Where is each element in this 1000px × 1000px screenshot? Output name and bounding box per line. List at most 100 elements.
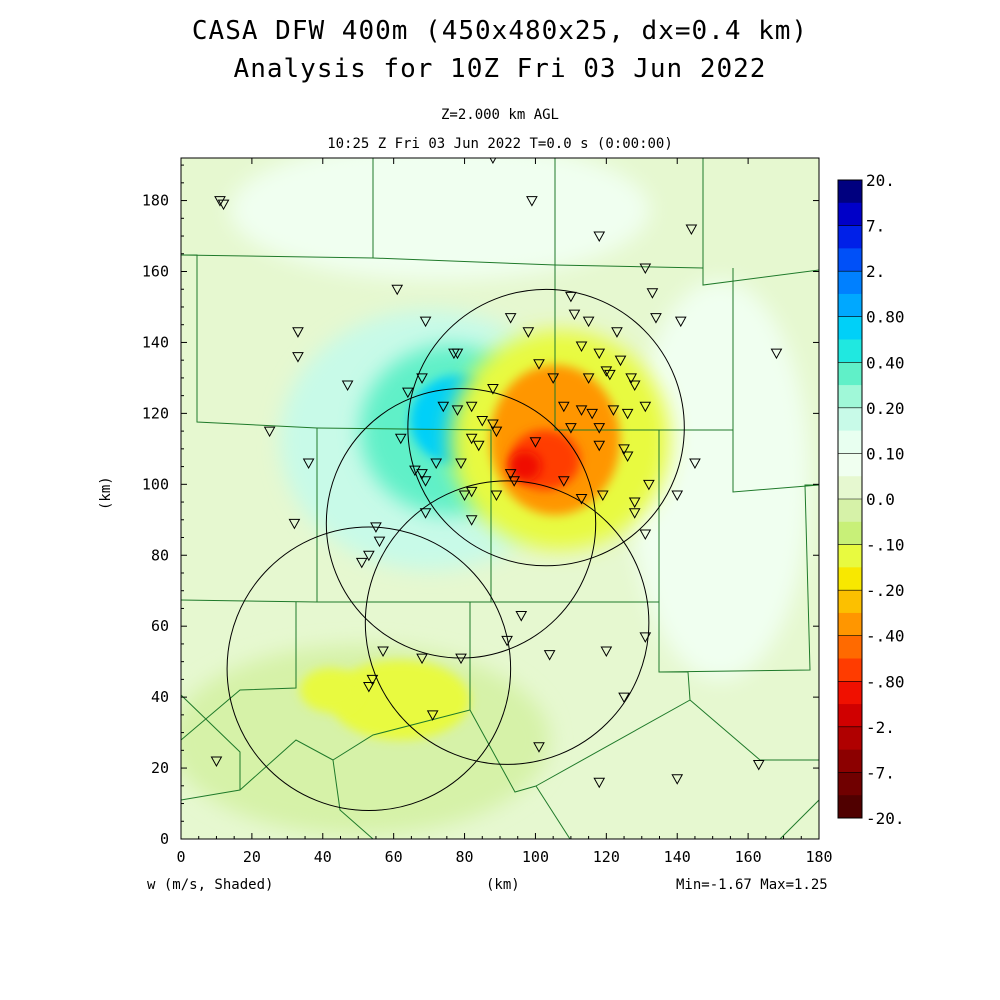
station-marker <box>490 490 503 501</box>
level-label: Z=2.000 km AGL <box>440 107 559 123</box>
station-marker <box>377 646 389 658</box>
station-marker <box>522 327 535 338</box>
colorbar-label: -20. <box>866 809 905 828</box>
station-marker <box>490 426 503 438</box>
station-marker <box>487 384 499 395</box>
colorbar-label: -.20 <box>866 581 905 600</box>
station-marker <box>363 681 375 693</box>
x-axis-label: (km) <box>486 877 520 893</box>
radar-circle <box>364 480 650 765</box>
station-marker <box>370 522 382 533</box>
colorbar-segment <box>838 704 862 728</box>
field-light-east <box>630 280 810 680</box>
station-marker <box>582 373 595 384</box>
colorbar-segment <box>838 635 862 659</box>
y-axis-label: (km) <box>98 476 114 510</box>
station-marker <box>593 440 606 452</box>
station-marker <box>465 401 478 413</box>
station-marker <box>373 536 386 548</box>
colorbar-label: 0.40 <box>866 353 905 372</box>
station-marker <box>593 777 606 789</box>
station-marker <box>465 486 478 498</box>
station-marker <box>618 692 630 704</box>
x-axis: 0 20 40 60 80 100 120 140 160 180 <box>176 158 833 866</box>
station-marker <box>476 415 489 427</box>
colorbar-segment <box>838 202 862 227</box>
station-marker <box>455 653 467 665</box>
field-description: w (m/s, Shaded) <box>147 877 274 893</box>
colorbar-label: 0.80 <box>866 308 905 327</box>
county-boundaries <box>181 158 819 839</box>
station-marker <box>671 774 684 785</box>
station-marker <box>600 646 613 658</box>
station-marker <box>568 309 581 321</box>
colorbar-segment <box>838 362 862 386</box>
y-tick-label: 140 <box>142 333 169 351</box>
y-tick-label: 60 <box>151 617 169 635</box>
station-marker <box>355 557 368 569</box>
y-axis: 0 20 40 60 80 100 120 140 160 180 <box>142 164 819 848</box>
station-marker <box>752 760 765 771</box>
title-line-2: Analysis for 10Z Fri 03 Jun 2022 <box>233 54 767 84</box>
station-marker <box>416 469 428 480</box>
colorbar-segment <box>838 385 862 409</box>
station-marker <box>210 756 223 767</box>
colorbar-segment <box>838 521 862 546</box>
colorbar-label: 20. <box>866 171 895 190</box>
y-tick-label: 40 <box>151 688 169 706</box>
station-marker <box>508 476 521 487</box>
colorbar: 20. 7. 2. 0.80 0.40 0.20 0.10 0.0 -.10 -.20 -.40 -.… <box>837 171 905 828</box>
x-tick-label: 0 <box>176 848 185 866</box>
station-marker <box>557 401 570 413</box>
station-marker <box>639 632 652 643</box>
station-marker <box>607 405 620 416</box>
station-markers <box>210 158 783 789</box>
station-marker <box>614 355 627 367</box>
field-negative-core <box>509 451 541 481</box>
station-marker <box>565 423 577 434</box>
colorbar-label: -2. <box>866 718 895 737</box>
colorbar-label: -7. <box>866 763 895 782</box>
y-tick-label: 100 <box>142 475 169 493</box>
field-negative-core-1 <box>330 660 470 740</box>
station-marker <box>639 263 652 274</box>
station-marker <box>363 550 375 562</box>
station-marker <box>288 518 301 530</box>
station-marker <box>504 469 517 480</box>
station-marker <box>639 401 652 413</box>
station-marker <box>611 327 623 338</box>
colorbar-segment <box>838 772 862 796</box>
station-marker <box>671 490 684 501</box>
colorbar-label: -.80 <box>866 672 905 691</box>
station-marker <box>565 291 577 303</box>
colorbar-segment <box>838 225 862 249</box>
colorbar-segment <box>838 430 862 454</box>
colorbar-segment <box>838 407 862 432</box>
station-marker <box>487 419 499 431</box>
colorbar-segment <box>838 476 862 500</box>
station-marker <box>302 458 315 470</box>
station-marker <box>419 316 432 328</box>
station-marker <box>416 653 428 665</box>
station-marker <box>526 196 538 207</box>
colorbar-segment <box>838 749 862 773</box>
station-marker <box>529 437 542 448</box>
station-marker <box>533 359 545 370</box>
y-tick-label: 0 <box>160 830 169 848</box>
radar-circle <box>226 526 512 812</box>
station-marker <box>401 387 414 399</box>
colorbar-label: 7. <box>866 217 885 236</box>
colorbar-segment <box>838 271 862 295</box>
station-marker <box>533 742 545 753</box>
colorbar-label: -.10 <box>866 536 905 555</box>
colorbar-segment <box>838 681 862 705</box>
x-tick-label: 160 <box>735 848 762 866</box>
station-marker <box>593 423 606 434</box>
colorbar-segment <box>838 590 862 614</box>
station-marker <box>646 288 659 299</box>
station-marker <box>600 366 613 377</box>
station-marker <box>557 476 570 487</box>
station-marker <box>689 458 701 470</box>
y-tick-label: 120 <box>142 404 169 422</box>
